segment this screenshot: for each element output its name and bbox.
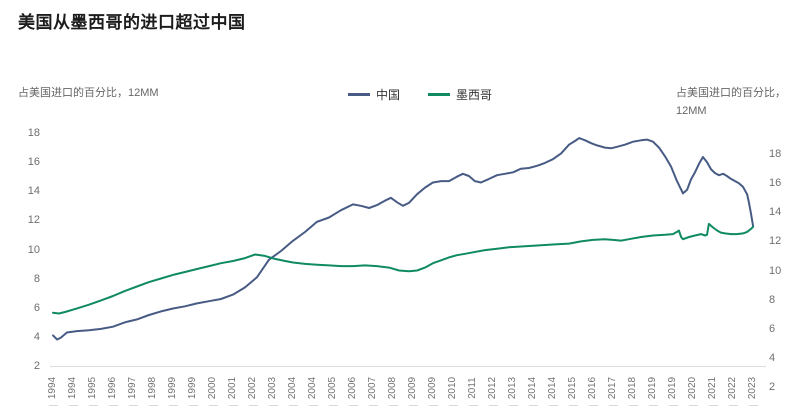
x-axis-tick-mark — [49, 405, 58, 406]
y-axis-left-tick: 10 — [27, 243, 40, 256]
x-axis-tick-mark — [509, 405, 518, 406]
y-axis-right-tick: 14 — [769, 206, 782, 219]
x-axis-tick-mark — [329, 405, 338, 406]
x-axis-tick-mark — [69, 405, 78, 406]
right-axis-caption-line2: 12MM — [676, 105, 707, 117]
x-axis-tick-mark — [589, 405, 598, 406]
x-axis-tick-mark — [629, 405, 638, 406]
legend: 中国 墨西哥 — [348, 86, 492, 103]
mexico-line — [52, 222, 755, 315]
x-axis-tick-mark — [129, 405, 138, 406]
x-axis-tick-mark — [89, 405, 98, 406]
x-axis-tick-mark — [729, 405, 738, 406]
y-axis-right-tick: 12 — [769, 235, 782, 248]
y-axis-left-tick: 6 — [33, 301, 40, 314]
x-axis-tick-mark — [189, 405, 198, 406]
x-axis-tick-mark — [149, 405, 158, 406]
x-axis-tick-mark — [429, 405, 438, 406]
x-axis-baseline — [50, 366, 766, 367]
y-axis-left-tick: 8 — [33, 272, 40, 285]
x-axis-tick-mark — [289, 405, 298, 406]
x-axis-tick-mark — [209, 405, 218, 406]
y-axis-left-tick: 18 — [27, 127, 40, 139]
x-axis-tick-mark — [249, 405, 258, 406]
mexico-line-swatch — [428, 93, 451, 96]
y-axis-left-tick: 14 — [27, 185, 40, 198]
y-axis-right-tick: 18 — [769, 148, 782, 160]
x-axis-tick-mark — [169, 405, 178, 406]
china-line-swatch — [348, 93, 370, 96]
legend-label-mexico: 墨西哥 — [456, 88, 493, 102]
x-axis-tick-mark — [349, 405, 358, 406]
y-axis-left-tick: 16 — [27, 156, 40, 169]
x-axis-tick-mark — [109, 405, 118, 406]
legend-item-china: 中国 — [348, 86, 400, 103]
x-axis-tick-mark — [669, 405, 678, 406]
y-axis-right-tick: 16 — [769, 177, 782, 190]
x-axis-tick-mark — [449, 405, 458, 406]
x-axis-tick-mark — [749, 405, 758, 406]
x-axis-tick-mark — [409, 405, 418, 406]
legend-item-mexico: 墨西哥 — [428, 86, 492, 103]
y-axis-right-tick: 10 — [769, 264, 782, 277]
x-axis-tick-mark — [469, 405, 478, 406]
y-axis-right-tick: 2 — [769, 381, 776, 393]
x-axis-tick-mark — [529, 405, 538, 406]
x-axis-tick-mark — [389, 405, 398, 406]
legend-label-china: 中国 — [376, 88, 401, 102]
x-axis-tick-mark — [489, 405, 498, 406]
chart-title: 美国从墨西哥的进口超过中国 — [18, 13, 246, 32]
x-axis-tick-mark — [369, 405, 378, 406]
x-axis-tick-mark — [649, 405, 658, 406]
china-line — [52, 137, 755, 341]
x-axis-tick-mark — [689, 405, 698, 406]
x-axis-tick-mark — [229, 405, 238, 406]
y-axis-left-tick: 4 — [33, 330, 40, 343]
x-axis-tick-mark — [569, 405, 578, 406]
right-axis-caption-line1: 占美国进口的百分比， — [676, 87, 786, 99]
x-axis-tick-mark — [709, 405, 718, 406]
y-axis-right-tick: 6 — [769, 322, 776, 335]
y-axis-right-tick: 4 — [769, 351, 776, 364]
x-axis-tick-mark — [609, 405, 618, 406]
y-axis-left-tick: 2 — [33, 360, 40, 372]
x-axis-tick-mark — [269, 405, 278, 406]
y-axis-left-tick: 12 — [27, 214, 40, 227]
y-axis-right-tick: 8 — [769, 293, 776, 306]
left-axis-caption: 占美国进口的百分比，12MM — [18, 87, 159, 99]
x-axis-tick-mark — [549, 405, 558, 406]
x-axis-tick-mark — [309, 405, 318, 406]
right-axis-caption: 占美国进口的百分比， 12MM — [676, 84, 786, 120]
